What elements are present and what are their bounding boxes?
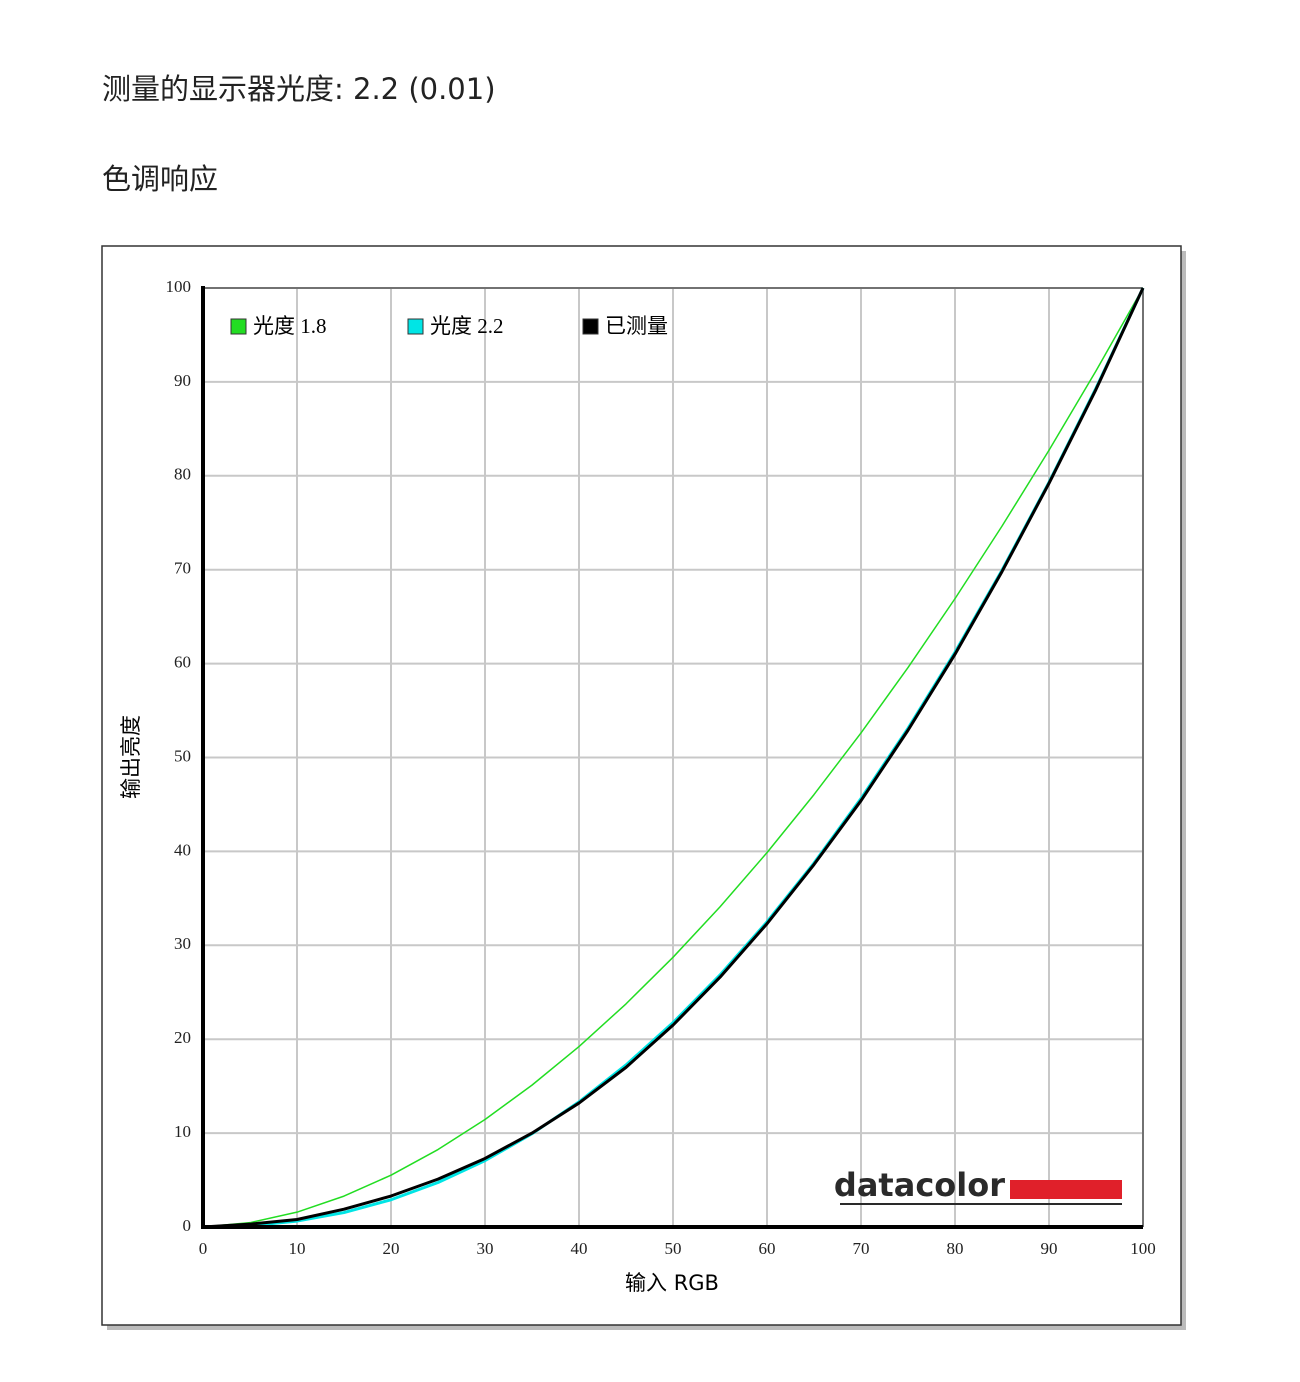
- legend-swatch: [230, 318, 247, 335]
- legend-swatch: [407, 318, 424, 335]
- y-axis-label: 输出亮度: [119, 715, 143, 799]
- logo: datacolor: [834, 1166, 1005, 1204]
- x-tick-label: 70: [853, 1239, 870, 1258]
- line-series: [202, 287, 1144, 1228]
- legend-label: 光度 2.2: [430, 314, 504, 338]
- y-tick-label: 40: [174, 840, 191, 859]
- legend-swatch: [582, 318, 599, 335]
- line-series: [202, 287, 1145, 1229]
- x-tick-label: 90: [1041, 1239, 1058, 1258]
- y-tick-label: 0: [183, 1216, 192, 1235]
- x-tick-label: 20: [383, 1239, 400, 1258]
- y-tick-label: 80: [174, 465, 191, 484]
- y-tick-label: 10: [174, 1122, 191, 1141]
- heading: 测量的显示器光度: 2.2 (0.01): [102, 72, 496, 106]
- y-tick-label: 70: [174, 559, 191, 578]
- section-title: 色调响应: [102, 162, 219, 196]
- x-tick-label: 50: [665, 1239, 682, 1258]
- y-tick-label: 20: [174, 1028, 191, 1047]
- x-tick-label: 100: [1130, 1239, 1156, 1258]
- plot: 0 10 20 30 40 50 60 70 80 90 100 0 10 20 30 40 50 60 70 80 9…: [166, 277, 1156, 1258]
- x-tick-label: 40: [571, 1239, 588, 1258]
- x-tick-label: 30: [477, 1239, 494, 1258]
- legend-label: 光度 1.8: [253, 314, 327, 338]
- legend-label: 已测量: [605, 314, 668, 338]
- y-tick-label: 30: [174, 934, 191, 953]
- x-tick-label: 10: [289, 1239, 306, 1258]
- y-tick-label: 90: [174, 371, 191, 390]
- y-tick-label: 100: [166, 277, 192, 296]
- x-tick-label: 60: [759, 1239, 776, 1258]
- x-tick-label: 80: [947, 1239, 964, 1258]
- frame: [101, 245, 1182, 1326]
- x-axis-label: 输入 RGB: [625, 1271, 719, 1295]
- x-tick-label: 0: [199, 1239, 208, 1258]
- y-tick-label: 50: [174, 746, 191, 765]
- y-tick-label: 60: [174, 653, 191, 672]
- logo-bar: [1010, 1180, 1122, 1199]
